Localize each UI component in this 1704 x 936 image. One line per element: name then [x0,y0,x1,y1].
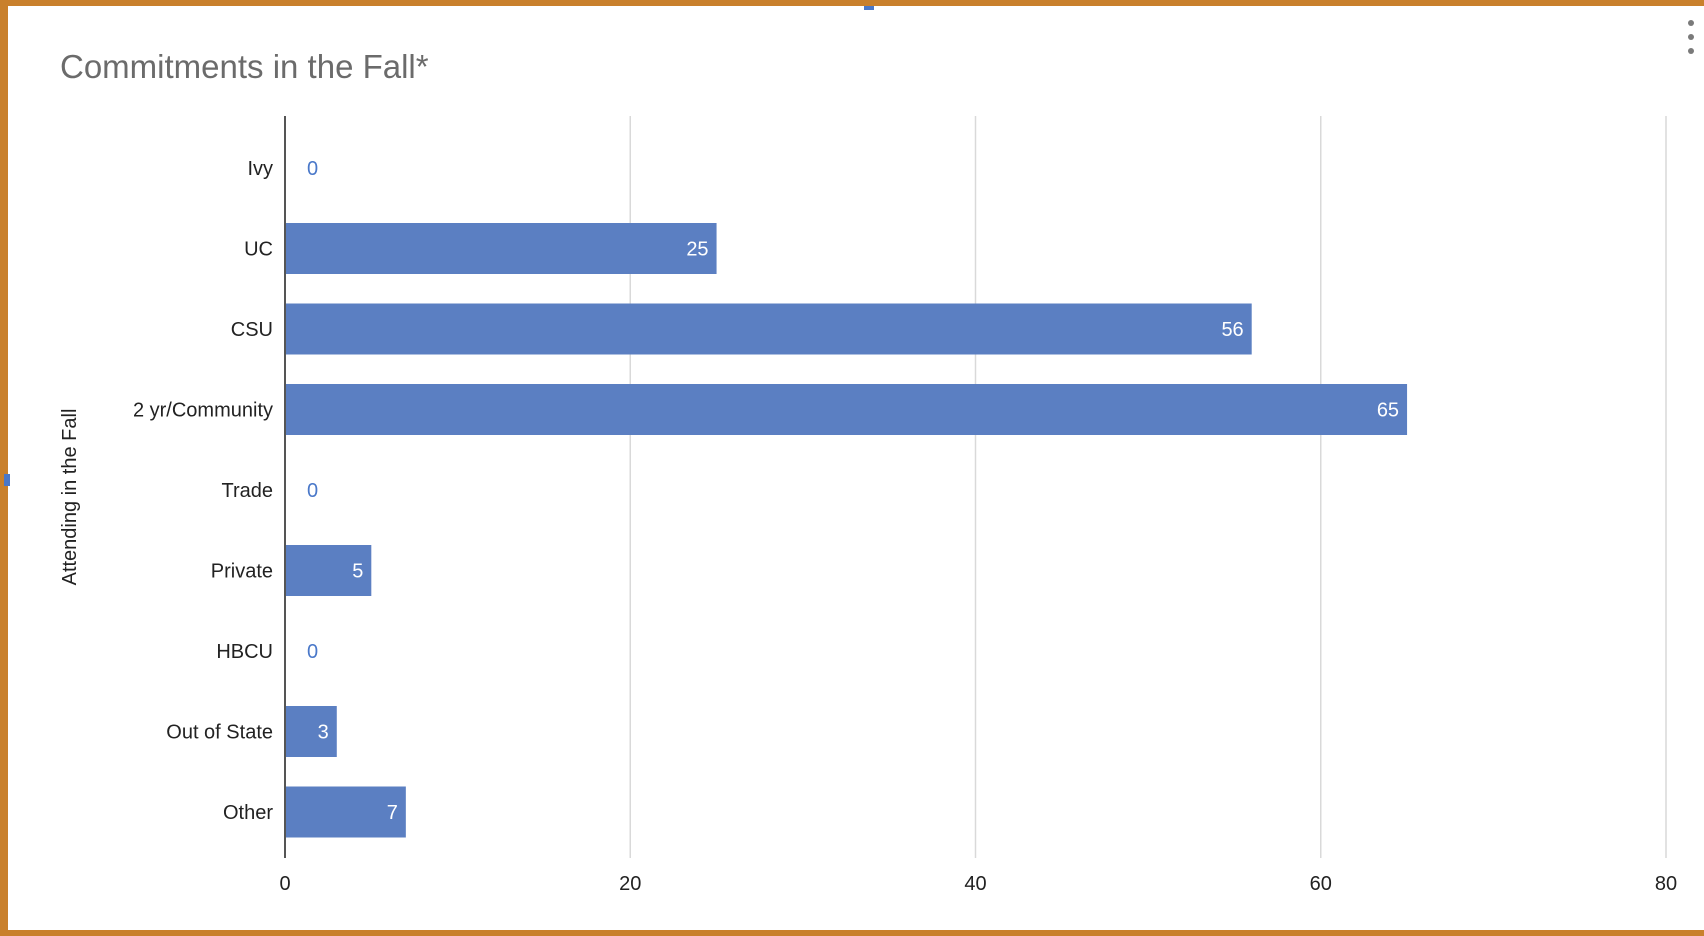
data-label: 5 [352,561,363,583]
x-tick-label: 0 [279,873,290,895]
bar [285,545,372,596]
data-label: 0 [307,158,318,180]
data-label: 65 [1377,400,1399,422]
x-tick-label: 80 [1655,873,1677,895]
bar [285,786,406,838]
x-tick-label: 40 [964,873,986,895]
selection-handle-top[interactable] [864,6,874,10]
labels: 0 20 40 60 80 Ivy 0 UC 25 CSU 56 2 yr/Community 65 Tr… [59,158,1677,895]
category-label: Out of State [166,722,273,744]
category-label: 2 yr/Community [133,400,273,422]
gridlines [629,116,1667,858]
menu-dot [1688,34,1694,40]
more-vert-icon[interactable] [1684,20,1698,54]
data-label: 25 [686,239,708,261]
x-tick-label: 20 [619,873,641,895]
x-tick-label: 60 [1310,873,1332,895]
category-label: Trade [221,480,273,502]
category-label: Ivy [247,158,273,180]
bars [285,223,1408,838]
category-label: Other [223,802,273,824]
data-label: 3 [318,722,329,744]
menu-dot [1688,20,1694,26]
chart-title: Commitments in the Fall* [60,48,429,85]
category-label: HBCU [216,641,273,663]
menu-dot [1688,48,1694,54]
bar [285,223,717,274]
data-label: 0 [307,480,318,502]
data-label: 56 [1221,319,1243,341]
bar [285,706,337,757]
category-label: UC [244,239,273,261]
data-label: 0 [307,641,318,663]
selection-handle-left[interactable] [4,474,10,486]
data-label: 7 [387,802,398,824]
bar [285,303,1252,355]
bar [285,384,1408,435]
y-axis-title: Attending in the Fall [59,409,81,586]
chart-card: Commitments in the Fall* 0 20 40 60 80 Ivy 0 UC… [4,6,1704,930]
bar-chart: 0 20 40 60 80 Ivy 0 UC 25 CSU 56 2 yr/Community 65 Tr… [59,116,1677,895]
category-label: CSU [231,319,273,341]
category-label: Private [211,561,273,583]
